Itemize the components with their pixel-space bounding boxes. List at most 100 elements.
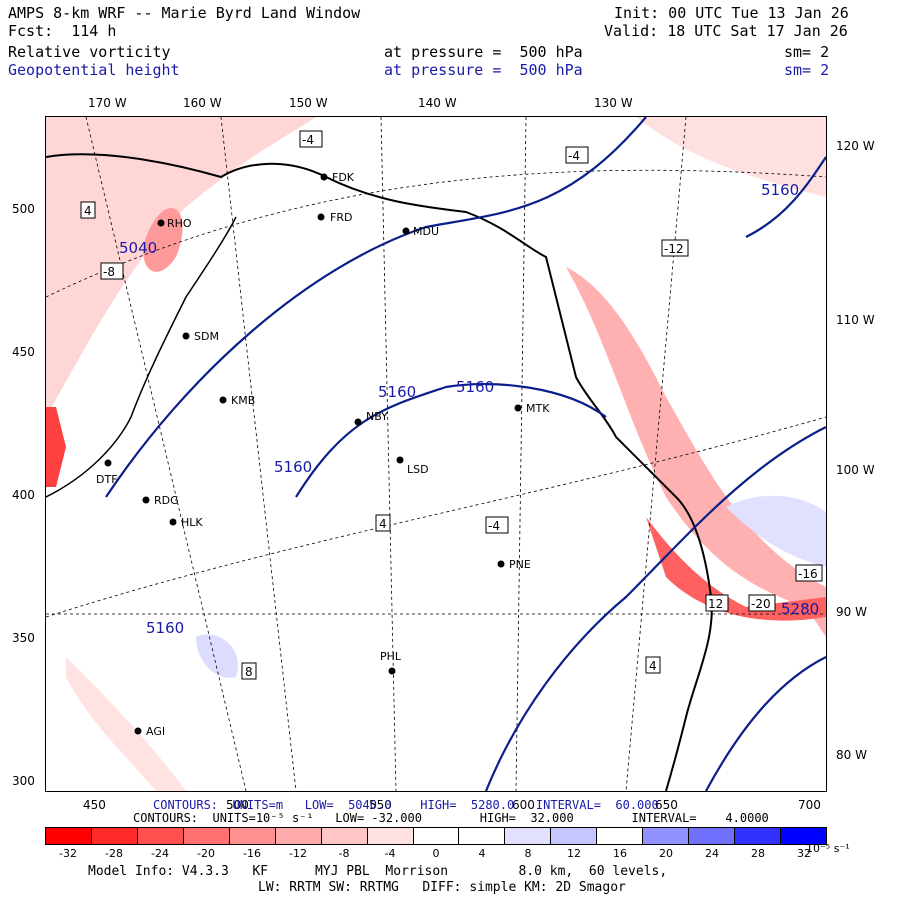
height-contour xyxy=(484,426,826,791)
top-lon-label: 130 W xyxy=(594,96,633,110)
svg-text:4: 4 xyxy=(379,517,387,531)
model-info: Model Info: V4.3.3 KF MYJ PBL Morrison 8… xyxy=(88,864,668,879)
neg-vort-region xyxy=(636,117,826,197)
map-panel: FDK FRD MDU RHO SDM KMB NBY MTK LSD DTF … xyxy=(45,116,827,792)
right-lon-label: 80 W xyxy=(836,748,867,762)
pos-vort-region xyxy=(196,634,238,678)
neg-vort-region xyxy=(566,267,826,637)
height-label: 5280 xyxy=(781,600,819,618)
field1-level: at pressure = 500 hPa xyxy=(384,43,583,61)
init-time: Init: 00 UTC Tue 13 Jan 26 xyxy=(614,4,849,22)
graticule xyxy=(46,117,826,791)
colorbar-tick-label: -24 xyxy=(151,847,169,860)
colorbar-tick-label: -4 xyxy=(384,847,396,860)
valid-time: Valid: 18 UTC Sat 17 Jan 26 xyxy=(604,22,848,40)
left-grid-label: 450 xyxy=(12,345,35,359)
svg-text:8: 8 xyxy=(245,665,253,679)
height-contour xyxy=(745,156,826,238)
vort-label: -16 xyxy=(795,564,823,582)
colorbar-tick-label: 20 xyxy=(659,847,673,860)
vort-label: 12 xyxy=(705,594,729,612)
bottom-grid-label: 600 xyxy=(512,798,535,812)
vort-label: -12 xyxy=(661,239,689,257)
top-lon-label: 160 W xyxy=(183,96,222,110)
height-label: 5160 xyxy=(761,181,799,199)
colorbar-tick-label: 4 xyxy=(478,847,486,860)
field1-name: Relative vorticity xyxy=(8,43,171,61)
left-grid-label: 400 xyxy=(12,488,35,502)
svg-text:-16: -16 xyxy=(798,567,818,581)
vort-label: 4 xyxy=(80,201,96,219)
left-grid-label: 300 xyxy=(12,774,35,788)
svg-text:-8: -8 xyxy=(103,265,115,279)
right-lon-label: 120 W xyxy=(836,139,875,153)
pos-vort-region xyxy=(726,495,826,567)
colorbar-tick-label: -32 xyxy=(59,847,77,860)
colorbar-tick-label: -28 xyxy=(105,847,123,860)
bottom-grid-label: 650 xyxy=(655,798,678,812)
colorbar-tick-label: -12 xyxy=(289,847,307,860)
station-label: AGI xyxy=(146,725,165,738)
height-label: 5160 xyxy=(274,458,312,476)
station-label: HLK xyxy=(181,516,203,529)
svg-text:-20: -20 xyxy=(751,597,771,611)
station-label: SDM xyxy=(194,330,219,343)
top-lon-label: 140 W xyxy=(418,96,457,110)
station-label: MDU xyxy=(413,225,439,238)
right-lon-label: 100 W xyxy=(836,463,875,477)
model-info-physics: LW: RRTM SW: RRTMG DIFF: simple KM: 2D S… xyxy=(258,880,626,895)
field2-level: at pressure = 500 hPa xyxy=(384,61,583,79)
height-contour xyxy=(105,117,647,498)
bottom-grid-label: 450 xyxy=(83,798,106,812)
station-label: LSD xyxy=(407,463,429,476)
station-label: FDK xyxy=(332,171,355,184)
svg-text:4: 4 xyxy=(649,659,657,673)
neg-vort-region xyxy=(646,517,826,621)
top-lon-label: 170 W xyxy=(88,96,127,110)
station-label: RDG xyxy=(154,494,179,507)
bottom-grid-label: 550 xyxy=(369,798,392,812)
colorbar-tick-label: -8 xyxy=(338,847,350,860)
height-contours xyxy=(105,117,826,791)
station-label: PHL xyxy=(380,650,402,663)
height-label: 5160 xyxy=(146,619,184,637)
svg-text:-4: -4 xyxy=(488,519,500,533)
neg-vort-region xyxy=(46,117,316,417)
height-label: 5160 xyxy=(378,383,416,401)
map-canvas: FDK FRD MDU RHO SDM KMB NBY MTK LSD DTF … xyxy=(46,117,826,791)
colorbar-tick-label: 12 xyxy=(567,847,581,860)
colorbar-tick-label: 32 xyxy=(797,847,811,860)
colorbar-tick-label: 8 xyxy=(524,847,532,860)
station-markers xyxy=(104,173,522,735)
height-contour xyxy=(295,383,607,498)
height-label: 5160 xyxy=(456,378,494,396)
height-label: 5040 xyxy=(119,239,157,257)
neg-vort-region xyxy=(46,407,66,487)
vort-label: 4 xyxy=(375,514,391,532)
vort-label: -8 xyxy=(100,262,124,280)
colorbar-tick-label: 24 xyxy=(705,847,719,860)
colorbar-tick-label: 28 xyxy=(751,847,765,860)
svg-text:12: 12 xyxy=(708,597,723,611)
station-label: NBY xyxy=(366,410,388,423)
vort-label: -4 xyxy=(299,130,323,148)
neg-vort-region xyxy=(66,657,186,791)
field2-name: Geopotential height xyxy=(8,61,180,79)
vort-label: 8 xyxy=(241,662,257,680)
height-contour-info: CONTOURS: UNITS=m LOW= 5040.0 HIGH= 5280… xyxy=(153,798,659,812)
svg-text:-12: -12 xyxy=(664,242,684,256)
colorbar-tick-label: 16 xyxy=(613,847,627,860)
bottom-grid-label: 500 xyxy=(226,798,249,812)
top-lon-label: 150 W xyxy=(289,96,328,110)
colorbar-tick-label: 0 xyxy=(432,847,440,860)
vort-label: 4 xyxy=(645,656,661,674)
station-label: DTF xyxy=(96,473,118,486)
height-contour xyxy=(705,656,826,791)
forecast-hour: Fcst: 114 h xyxy=(8,22,117,40)
right-lon-label: 90 W xyxy=(836,605,867,619)
station-label: MTK xyxy=(526,402,550,415)
colorbar xyxy=(45,827,827,845)
station-label: RHO xyxy=(167,217,192,230)
ice-shelf-edge xyxy=(46,216,237,498)
station-label: KMB xyxy=(231,394,255,407)
